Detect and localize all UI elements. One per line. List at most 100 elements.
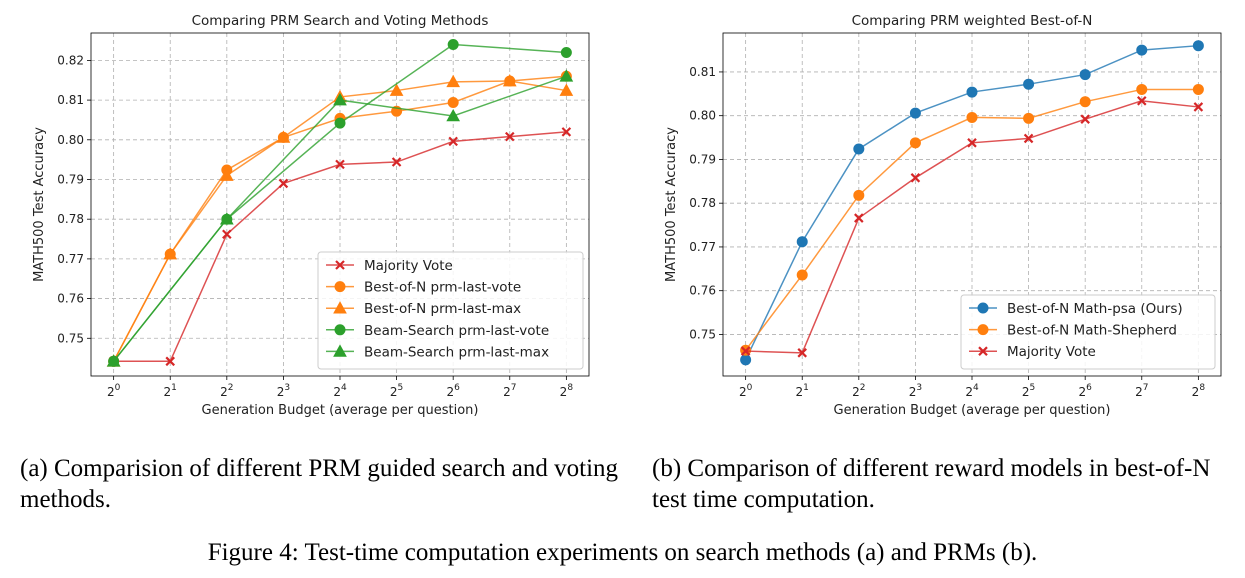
x-tick-label: 21 [796, 383, 809, 399]
legend-marker [977, 324, 989, 336]
data-point [447, 96, 459, 108]
data-point [334, 117, 346, 129]
data-point [740, 354, 752, 366]
figure-caption: Figure 4: Test-time computation experime… [207, 539, 1038, 566]
x-tick-label: 22 [220, 383, 233, 399]
data-point [797, 348, 808, 358]
legend-box [960, 294, 1216, 370]
data-point [853, 189, 865, 201]
legend-item: Majority Vote [326, 258, 453, 274]
data-point [391, 157, 402, 167]
caption-b: (b) Comparison of different reward model… [652, 455, 1211, 513]
data-point [1193, 102, 1204, 112]
data-point [559, 83, 574, 96]
x-tick-label: 25 [390, 383, 403, 399]
legend-item: Beam-Search prm-last-max [326, 344, 549, 360]
data-point [335, 159, 345, 170]
data-point [389, 83, 404, 96]
x-axis-label: Generation Budget (average per question) [202, 403, 479, 418]
x-tick-label: 22 [852, 383, 865, 399]
data-point [967, 138, 977, 148]
legend-marker [335, 260, 345, 270]
data-point [222, 229, 232, 240]
data-point [219, 168, 234, 181]
data-point [1080, 114, 1090, 124]
x-tick-label: 20 [107, 383, 121, 399]
y-tick-label: 0.78 [57, 212, 84, 226]
y-tick-label: 0.81 [689, 65, 716, 79]
data-point [796, 236, 808, 248]
legend-marker [333, 301, 347, 314]
legend-marker [334, 324, 346, 336]
x-tick-label: 26 [446, 383, 460, 399]
data-point [909, 107, 921, 119]
data-point [106, 354, 121, 367]
data-point [796, 269, 808, 281]
data-point [446, 74, 461, 88]
grid [723, 33, 1221, 376]
x-tick-label: 24 [965, 383, 979, 399]
chart-title: Comparing PRM Search and Voting Methods [192, 13, 489, 29]
legend: Best-of-N Math-psa (Ours) Best-of-N Math-… [960, 294, 1216, 370]
data-point [219, 212, 234, 225]
chart-a: 20 21 22 23 24 25 26 27 28 0.75 0.76 0.77 0.78 0.79 0.… [32, 13, 590, 418]
data-point [278, 178, 289, 189]
data-point [854, 213, 864, 223]
legend-marker [334, 281, 346, 293]
plot-frame [90, 32, 590, 377]
data-point [504, 131, 515, 142]
x-axis-label: Generation Budget (average per question) [834, 403, 1111, 418]
legend-item: Best-of-N Math-Shepherd [969, 323, 1177, 339]
legend-label: Majority Vote [1007, 344, 1096, 360]
data-point [1079, 96, 1091, 108]
y-tick-label: 0.76 [689, 284, 716, 298]
legend-box [317, 251, 584, 370]
x-tick-label: 26 [1078, 383, 1092, 399]
x-tick-label: 20 [739, 383, 753, 399]
data-point [446, 108, 461, 122]
y-tick-label: 0.75 [57, 331, 84, 345]
legend: Majority Vote Best-of-N prm-last-vote Best… [317, 251, 584, 370]
legend-label: Best-of-N Math-Shepherd [1007, 323, 1177, 339]
legend-item: Majority Vote [969, 344, 1096, 360]
y-axis-label: MATH500 Test Accuracy [664, 127, 679, 282]
data-point [1023, 133, 1034, 144]
legend-marker [978, 346, 988, 356]
series-best-of-n-math-shepherd [740, 83, 1204, 356]
legend-label: Majority Vote [364, 258, 453, 274]
data-point [1192, 40, 1204, 52]
series-majority-vote [740, 96, 1204, 358]
x-tick-label: 28 [560, 383, 574, 399]
x-tick-label: 27 [503, 383, 516, 399]
data-point [1079, 69, 1091, 81]
data-point [560, 46, 572, 58]
data-point [1136, 44, 1148, 56]
plot-frame [722, 32, 1222, 377]
x-tick-label: 24 [333, 383, 347, 399]
data-point [853, 143, 865, 155]
x-tick-label: 23 [909, 383, 922, 399]
data-point [165, 356, 176, 367]
chart-b: 20 21 22 23 24 25 26 27 28 0.75 0.76 0.77 0.78 0.79 0.… [664, 13, 1222, 418]
figure-canvas: 20 21 22 23 24 25 26 27 28 0.75 0.76 0.77 0.78 0.79 0.… [32, 13, 1222, 418]
caption-a: (a) Comparision of different PRM guided … [20, 455, 619, 513]
x-tick-label: 25 [1022, 383, 1035, 399]
legend-item: Beam-Search prm-last-vote [326, 323, 549, 339]
legend-label: Best-of-N prm-last-vote [364, 280, 521, 296]
chart-title: Comparing PRM weighted Best-of-N [852, 13, 1093, 29]
legend-item: Best-of-N prm-last-max [326, 301, 521, 317]
data-point [448, 136, 458, 147]
legend-item: Best-of-N Math-psa (Ours) [969, 301, 1183, 317]
y-tick-label: 0.82 [57, 53, 84, 67]
data-point [966, 111, 978, 123]
data-point [333, 93, 347, 106]
data-point [910, 173, 921, 183]
legend-label: Beam-Search prm-last-vote [364, 323, 549, 339]
series-best-of-n-math-psa-ours [740, 40, 1204, 366]
y-tick-label: 0.81 [57, 93, 84, 107]
x-tick-label: 28 [1192, 383, 1206, 399]
data-point [740, 346, 751, 356]
x-tick-label: 21 [164, 383, 177, 399]
data-point [1136, 96, 1147, 106]
data-point [1192, 83, 1204, 95]
